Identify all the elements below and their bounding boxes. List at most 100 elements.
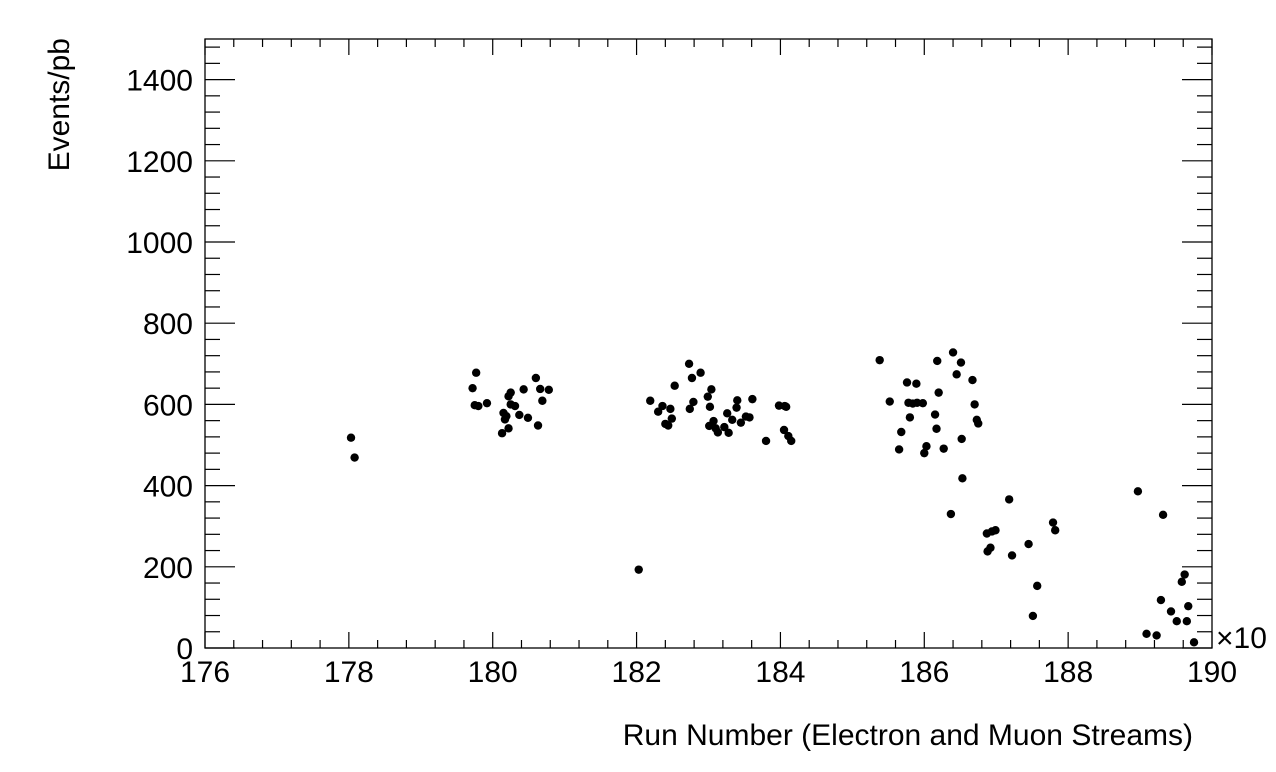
data-point (670, 381, 679, 390)
data-point (658, 401, 667, 411)
data-point (920, 448, 929, 458)
data-point (946, 509, 956, 519)
data-point (761, 436, 771, 446)
data-point (474, 401, 483, 411)
data-point (948, 348, 958, 357)
data-point (538, 396, 547, 405)
data-point (705, 402, 715, 412)
data-point (787, 436, 796, 446)
x-tick-label: 178 (324, 656, 374, 689)
data-point (1166, 607, 1176, 616)
data-point (781, 402, 791, 412)
data-point (1182, 617, 1192, 626)
data-point (902, 378, 912, 387)
data-point (724, 428, 733, 438)
data-point (918, 398, 928, 408)
data-point (912, 379, 921, 388)
data-point (468, 383, 477, 393)
data-point (956, 358, 966, 367)
y-tick-label: 400 (143, 471, 193, 504)
y-tick-label: 1000 (126, 227, 193, 260)
data-point (634, 565, 643, 574)
data-point (1184, 601, 1193, 611)
data-point (1033, 581, 1042, 591)
y-tick-label: 600 (143, 389, 193, 422)
data-point (515, 410, 524, 420)
y-tick-label: 1200 (126, 146, 193, 179)
data-point (933, 356, 942, 366)
data-point (684, 359, 694, 368)
data-point (482, 398, 492, 408)
x-tick-label: 176 (180, 656, 230, 689)
data-point (1024, 539, 1033, 549)
data-point (544, 385, 554, 394)
data-point (930, 410, 940, 419)
data-point (1007, 551, 1017, 560)
data-point (1172, 617, 1181, 626)
data-point (1028, 611, 1038, 621)
data-point (1158, 510, 1168, 520)
x-axis-multiplier: ×10 (1216, 622, 1267, 655)
data-point (1189, 638, 1199, 647)
data-point (689, 397, 698, 407)
y-tick-label: 1400 (126, 65, 193, 98)
y-tick-label: 800 (143, 308, 193, 341)
data-point (885, 397, 894, 406)
data-point (703, 392, 712, 401)
data-point (1142, 629, 1151, 638)
y-tick-label: 0 (176, 633, 193, 666)
data-point (1152, 631, 1161, 640)
data-point (666, 404, 675, 414)
data-point (958, 474, 967, 483)
data-point (471, 368, 481, 377)
data-point (709, 416, 718, 426)
data-point (346, 433, 356, 442)
y-tick-label: 200 (143, 552, 193, 585)
data-point (939, 444, 948, 453)
data-point (506, 388, 515, 397)
data-point (779, 425, 789, 435)
data-point (957, 434, 966, 444)
data-point (523, 413, 533, 422)
data-point (897, 427, 906, 437)
data-point (664, 421, 673, 430)
plot-frame (204, 38, 1213, 649)
data-point (720, 422, 729, 432)
data-point (502, 411, 511, 421)
data-point (968, 375, 977, 385)
data-points (346, 348, 1199, 647)
x-tick-label: 188 (1043, 656, 1093, 689)
data-point (707, 385, 716, 394)
data-point (932, 424, 941, 433)
data-point (1133, 487, 1143, 496)
x-tick-label: 182 (612, 656, 662, 689)
data-point (713, 428, 723, 437)
data-point (974, 419, 983, 428)
x-tick-label: 190 (1187, 656, 1237, 689)
data-point (504, 424, 513, 433)
data-point (696, 368, 705, 377)
data-point (732, 403, 741, 412)
data-point (991, 526, 1000, 535)
data-point (519, 385, 528, 394)
data-point (905, 413, 915, 422)
data-point (685, 404, 694, 414)
data-point (510, 401, 520, 411)
data-point (922, 442, 931, 451)
x-tick-label: 186 (899, 656, 949, 689)
data-point (736, 418, 746, 427)
data-point (1004, 495, 1014, 504)
data-point (728, 415, 737, 425)
data-point (934, 388, 943, 397)
y-axis-title: Events/pb (43, 38, 76, 171)
data-point (535, 384, 545, 394)
data-point (970, 400, 979, 409)
data-point (986, 543, 995, 552)
data-point (875, 355, 884, 365)
data-point (646, 396, 655, 405)
x-axis-title: Run Number (Electron and Muon Streams) (623, 719, 1193, 752)
data-point (1048, 518, 1058, 527)
x-tick-label: 180 (468, 656, 518, 689)
tick-labels: 176 178 180 182 184 186 188 190 0 200 400 600 800 100… (126, 65, 1237, 689)
